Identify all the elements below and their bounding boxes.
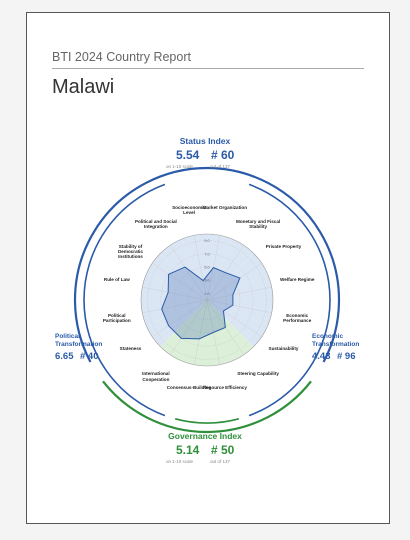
sector	[146, 253, 207, 300]
spoke	[206, 263, 262, 301]
sector	[207, 300, 273, 326]
scale-note: on 1-10 scale	[166, 459, 194, 464]
spoke	[142, 286, 208, 301]
criterion-label: Economic Performance	[283, 312, 312, 324]
scale-note: on 1-10 scale	[166, 164, 194, 169]
criterion-label: Market Organization	[202, 204, 248, 210]
spoke	[170, 299, 208, 355]
political-rank: # 40	[80, 351, 99, 362]
status-rank: # 60	[211, 148, 235, 162]
country: Malawi	[52, 76, 115, 98]
index-arc	[174, 418, 240, 424]
criterion-label: Private Property	[265, 243, 302, 249]
sector	[181, 234, 207, 300]
governance-title: Governance Index	[168, 431, 242, 441]
grid-ring	[200, 293, 214, 307]
criterion-label: Resource Efficiency	[202, 385, 247, 391]
sector	[207, 234, 233, 300]
criterion-label: Steering Capability	[237, 371, 279, 377]
index-arc	[73, 166, 341, 363]
criterion-label: Socioeconomic Level	[172, 204, 207, 215]
rule	[52, 68, 364, 69]
governance-score: 5.14	[176, 443, 200, 457]
rank-note: out of 137	[210, 459, 231, 464]
ring-label: 1.0	[204, 292, 209, 296]
spoke	[206, 299, 272, 314]
political-title: Political Transformation	[55, 333, 103, 348]
grid-ring	[186, 280, 227, 321]
sector	[141, 300, 207, 326]
sector	[207, 274, 273, 300]
sector	[141, 274, 207, 300]
grid-ring	[173, 266, 241, 334]
criterion-label: Sustainability	[268, 346, 299, 352]
criterion-label: Welfare Regime	[280, 277, 315, 283]
criterion-label: Stability of Democratic Institutions	[117, 243, 144, 260]
series-title: BTI 2024 Country Report	[52, 50, 191, 64]
criterion-label: Political and Social Integration	[134, 218, 177, 229]
criterion-label: Monetary and Fiscal Stability	[236, 218, 281, 229]
status-score: 5.54	[176, 148, 200, 162]
economic-title: Economic Transformation	[312, 333, 360, 348]
index-arc	[248, 183, 331, 417]
spoke	[206, 299, 262, 337]
criterion-label: Stateness	[119, 346, 142, 352]
criterion-label: Rule of Law	[103, 277, 130, 283]
index-arc	[102, 380, 312, 434]
spoke	[142, 299, 208, 314]
sector	[160, 239, 207, 300]
sector	[207, 300, 268, 347]
index-arc	[83, 183, 166, 417]
governance-rank: # 50	[211, 443, 235, 457]
ring-label: 9.0	[204, 239, 209, 243]
spoke	[206, 286, 272, 301]
status-title: Status Index	[179, 136, 231, 146]
sector	[181, 300, 207, 366]
spoke	[193, 235, 208, 301]
economic-score: 4.43	[312, 351, 331, 362]
ring-label: 5.0	[204, 266, 209, 270]
rank-note: out of 137	[210, 164, 231, 169]
sector	[207, 239, 254, 300]
economic-rank: # 96	[337, 351, 356, 362]
criterion-label: Consensus-Building	[166, 385, 212, 391]
grid-ring	[147, 240, 267, 360]
score-polygon	[161, 266, 241, 340]
criterion-label: International Cooperation	[142, 371, 170, 382]
grid-ring	[160, 253, 254, 347]
ring-label: 7.0	[204, 252, 209, 256]
spoke	[170, 245, 208, 301]
ring-label: 3.0	[204, 279, 209, 283]
spoke	[193, 299, 208, 365]
sector	[207, 300, 254, 361]
sector	[207, 300, 233, 366]
spoke	[152, 263, 208, 301]
spoke	[152, 299, 208, 337]
sector	[160, 300, 207, 361]
political-score: 6.65	[55, 351, 74, 362]
criterion-label: Political Participation	[102, 312, 131, 324]
sector	[146, 300, 207, 347]
radar-frame	[140, 233, 274, 367]
